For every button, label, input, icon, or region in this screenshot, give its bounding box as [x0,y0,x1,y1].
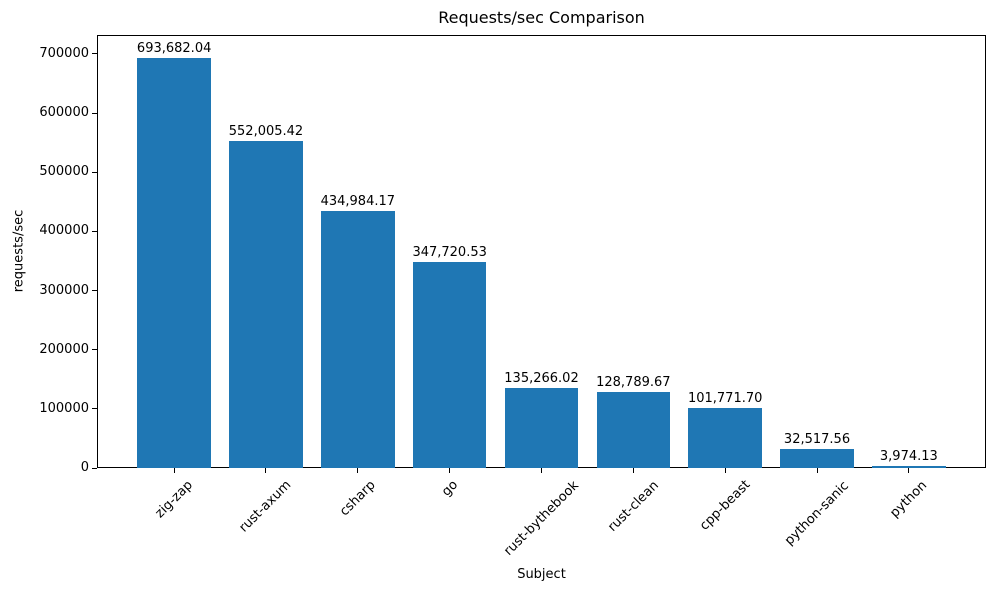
y-tick-mark [92,53,97,55]
bar-value-label: 3,974.13 [879,448,938,464]
y-tick-mark [92,408,97,410]
bar-value-label: 128,789.67 [596,374,671,390]
y-tick-label: 0 [80,460,89,475]
y-tick-mark [92,290,97,292]
bar-value-label: 32,517.56 [783,431,851,447]
x-tick-mark [173,468,175,473]
bar [137,57,211,468]
bar [596,391,671,468]
chart-title: Requests/sec Comparison [438,8,645,27]
x-tick-mark [816,468,818,473]
bar [504,387,579,468]
x-tick-label: rust-clean [605,477,662,535]
y-tick-mark [92,467,97,469]
x-tick-label: python-sanic [782,478,852,548]
y-tick-label: 200000 [39,341,89,357]
x-tick-label: rust-bythebook [501,477,582,559]
x-tick-mark [265,468,267,473]
bar-value-label: 101,771.70 [687,390,763,406]
bar-value-label: 135,266.02 [504,370,579,386]
bar-value-label: 693,682.04 [136,40,212,56]
x-tick-mark [541,468,542,473]
y-tick-mark [92,230,97,232]
x-tick-mark [632,468,634,473]
bar [872,465,946,468]
bar [780,448,854,468]
y-tick-label: 600000 [39,105,89,121]
bar [321,210,395,468]
x-tick-mark [449,468,451,473]
y-tick-mark [92,349,97,351]
x-tick-mark [357,468,359,473]
bar [688,407,762,468]
x-tick-label: go [438,477,461,500]
bar [412,262,487,468]
y-tick-label: 400000 [39,223,89,239]
bar-value-label: 434,984.17 [320,193,396,209]
x-axis-label: Subject [517,567,566,582]
y-tick-label: 300000 [39,282,89,298]
x-tick-label: zig-zap [152,477,197,522]
y-tick-label: 100000 [39,400,89,416]
y-tick-mark [92,171,97,173]
x-tick-label: rust-axum [236,478,295,536]
x-tick-label: python [887,477,931,521]
bar [229,141,303,468]
x-tick-mark [724,468,726,473]
bar-value-label: 347,720.53 [412,245,487,261]
bar-value-label: 552,005.42 [228,124,304,140]
y-tick-mark [92,112,97,114]
x-tick-mark [908,468,910,473]
x-tick-label: cpp-beast [697,477,754,535]
y-tick-label: 500000 [39,164,89,180]
x-tick-label: csharp [336,478,379,520]
y-tick-label: 700000 [39,45,89,61]
